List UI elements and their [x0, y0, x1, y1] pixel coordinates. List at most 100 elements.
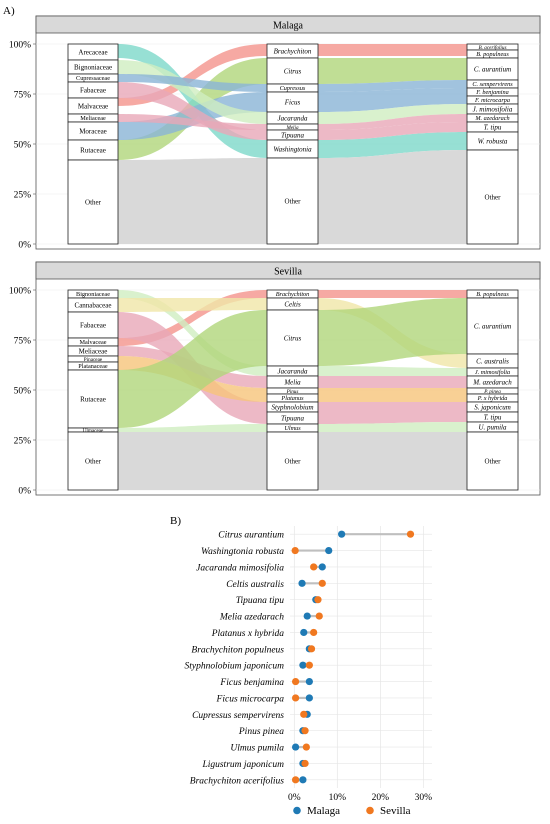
facet-strip	[35, 15, 541, 34]
point-malaga	[298, 579, 306, 587]
species-label: M. azedarach	[472, 378, 512, 386]
families-label: Fabaceae	[80, 321, 106, 329]
species-label: C. aurantium	[474, 65, 511, 73]
flow-band	[318, 388, 467, 402]
species-label: Washingtonia robusta	[201, 547, 284, 557]
species-label: Citrus aurantium	[218, 531, 284, 541]
species-label: B. populneus	[476, 291, 509, 298]
species-label: Tipuana tipu	[236, 596, 285, 606]
flow-band	[318, 104, 467, 124]
species-label: B. acerifolius	[479, 44, 507, 51]
genera-label: Cupressus	[280, 85, 306, 92]
flow-band	[118, 114, 267, 130]
families-label: Meliaceae	[80, 115, 106, 122]
point-sevilla	[291, 694, 300, 702]
families-stratum	[67, 311, 119, 339]
flow-band	[118, 74, 267, 92]
flow-band	[318, 122, 467, 140]
genera-stratum	[266, 157, 319, 245]
families-label: Pinaceae	[84, 357, 103, 363]
point-sevilla	[302, 743, 310, 751]
flow-band	[318, 432, 467, 490]
species-stratum	[466, 297, 519, 355]
genera-label: Platanus	[280, 395, 304, 402]
genera-label: Styphnolobium	[272, 403, 314, 411]
point-malaga	[291, 743, 300, 751]
point-sevilla	[291, 546, 299, 555]
families-label: Other	[85, 198, 102, 206]
genera-stratum	[266, 57, 319, 85]
y-tick-label: 0%	[18, 241, 31, 251]
point-sevilla	[406, 530, 415, 538]
flow-band	[318, 366, 467, 376]
flow-band	[318, 150, 467, 244]
genera-label: Ficus	[284, 98, 301, 106]
y-tick-label: 75%	[14, 91, 32, 101]
point-malaga	[338, 530, 346, 538]
species-label: B. populneus	[476, 51, 509, 58]
x-tick-label: 0%	[288, 793, 301, 803]
flow-band	[318, 132, 467, 158]
flow-band	[318, 298, 467, 366]
point-malaga	[300, 628, 308, 637]
species-label: Cupressus sempervirens	[192, 711, 284, 721]
genera-label: Washingtonia	[273, 145, 312, 153]
flow-band	[118, 290, 267, 376]
y-tick-label: 0%	[18, 487, 31, 497]
x-tick-label: 20%	[372, 793, 390, 803]
y-tick-label: 50%	[14, 387, 32, 397]
flow-band	[118, 290, 267, 346]
genera-label: Melia	[283, 378, 301, 386]
families-label: Ulmaceae	[83, 428, 104, 434]
genera-label: Celtis	[284, 300, 301, 308]
point-sevilla	[300, 710, 308, 718]
point-malaga	[318, 563, 326, 571]
species-stratum	[466, 431, 519, 491]
alluvial-panel-malaga: Malaga 0% 25% 50% 75% 100% Arecaceae Bignoniace…	[9, 15, 541, 251]
species-stratum	[466, 149, 519, 245]
legend-label: Sevilla	[380, 805, 411, 817]
species-label: C. sempervirens	[472, 81, 513, 88]
flow-band	[318, 88, 467, 112]
point-sevilla	[291, 677, 300, 686]
species-label: Ulmus pumila	[230, 744, 284, 754]
y-tick-label: 75%	[14, 337, 32, 347]
flow-band	[318, 114, 467, 130]
legend-label: Malaga	[307, 805, 340, 817]
flow-band	[318, 44, 467, 56]
flow-band	[318, 376, 467, 388]
species-label: P. pinea	[483, 389, 501, 395]
flow-band	[318, 290, 467, 298]
species-label: T. tipu	[484, 123, 502, 131]
flow-band	[118, 432, 267, 490]
genera-stratum	[266, 431, 319, 491]
point-malaga	[299, 776, 307, 784]
species-label: Other	[485, 193, 502, 201]
families-label: Cupressaceae	[76, 75, 110, 82]
species-label: F. microcarpa	[474, 97, 510, 104]
point-sevilla	[318, 579, 326, 587]
genera-label: Citrus	[284, 67, 302, 75]
flow-band	[118, 424, 267, 432]
point-sevilla	[291, 776, 300, 784]
species-label: Brachychiton acerifolius	[190, 775, 284, 786]
species-label: C. australis	[476, 357, 509, 365]
species-label: J. mimosifolia	[473, 105, 513, 113]
genera-label: Citrus	[284, 334, 302, 342]
point-sevilla	[301, 727, 309, 735]
species-label: Celtis australis	[226, 580, 284, 590]
x-tick-label: 30%	[415, 793, 433, 803]
genera-stratum	[266, 309, 319, 367]
genera-label: Brachychiton	[274, 47, 312, 55]
flow-band	[118, 298, 267, 312]
flow-band	[318, 422, 467, 432]
families-label: Bignoniaceae	[76, 291, 110, 298]
point-malaga	[305, 694, 313, 702]
genera-label: Brachychiton	[276, 291, 310, 298]
families-label: Rutaceae	[80, 395, 106, 403]
genera-label: Jacaranda	[278, 367, 308, 375]
species-label: Ficus benjamina	[219, 678, 284, 688]
flow-band	[118, 44, 267, 158]
point-sevilla	[301, 759, 309, 768]
